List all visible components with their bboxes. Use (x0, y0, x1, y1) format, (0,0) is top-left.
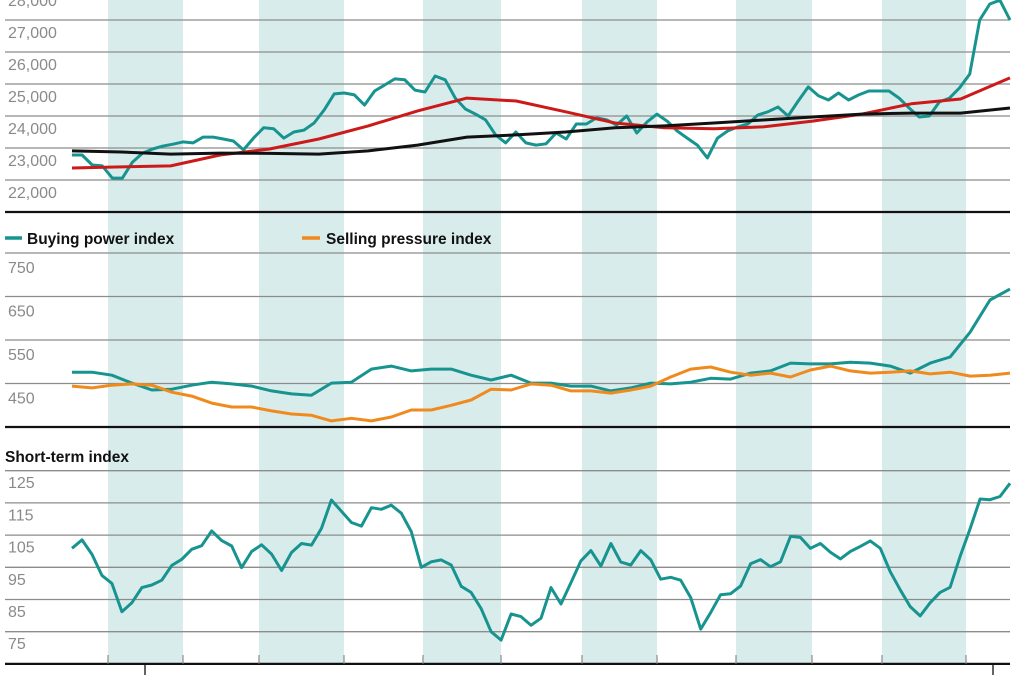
y-tick-label: 26,000 (8, 57, 57, 74)
y-tick-label: 550 (8, 347, 35, 364)
shaded-band (582, 0, 657, 664)
y-tick-label: 85 (8, 604, 26, 621)
y-tick-label: 450 (8, 391, 35, 408)
y-tick-label: 95 (8, 572, 26, 589)
y-tick-label: 750 (8, 260, 35, 277)
y-tick-label: 28,000 (8, 0, 57, 10)
series-line-1-1 (72, 0, 1012, 180)
panel-title-short-term: Short-term index (5, 449, 129, 466)
shaded-band (259, 0, 344, 664)
legend-label-selling: Selling pressure index (326, 231, 492, 248)
series-line-3-1 (71, 482, 1012, 642)
panel-2: 450 550 650 750 (5, 252, 1011, 429)
x-ticks (107, 655, 994, 675)
y-tick-label: 27,000 (8, 25, 57, 42)
series-line-1-3 (71, 106, 1011, 156)
series-line-2-1 (72, 287, 1011, 397)
y-tick-label: 115 (8, 507, 34, 524)
shaded-band (736, 0, 812, 664)
panel-1: 22,000 23,000 24,000 25,000 26,000 27,000 28,0… (5, 0, 1012, 214)
series-line-2-2 (71, 364, 1011, 423)
shaded-periods (108, 0, 966, 664)
legend: Buying power index Selling pressure index (5, 231, 492, 248)
y-tick-label: 22,000 (8, 185, 57, 202)
y-tick-label: 650 (8, 304, 35, 321)
y-tick-label: 23,000 (8, 153, 57, 170)
panel-3: 75 85 95 105 115 125 (5, 470, 1012, 666)
y-tick-label: 75 (8, 636, 26, 653)
shaded-band (423, 0, 501, 664)
shaded-band (108, 0, 183, 664)
legend-label-buying: Buying power index (27, 231, 175, 248)
y-tick-label: 105 (8, 540, 35, 557)
y-tick-label: 25,000 (8, 89, 57, 106)
y-tick-label: 125 (8, 475, 35, 492)
y-tick-label: 24,000 (8, 121, 57, 138)
shaded-band (882, 0, 966, 664)
